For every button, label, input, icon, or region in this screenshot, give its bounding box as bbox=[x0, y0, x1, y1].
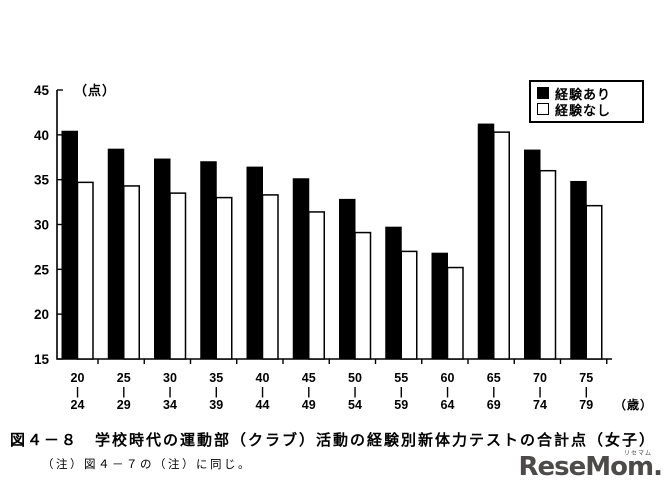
x-axis-label-dash: | bbox=[446, 386, 449, 398]
resemom-watermark-logo: リセマム ReseMom. bbox=[518, 451, 663, 482]
x-axis-label-dash: | bbox=[492, 386, 495, 398]
x-axis-label-dash: | bbox=[168, 386, 171, 398]
x-axis-label-dash: | bbox=[585, 386, 588, 398]
y-axis-tick-label: 30 bbox=[34, 218, 49, 233]
bar-experience-yes-50-54 bbox=[339, 198, 356, 360]
x-axis-label-dash: | bbox=[215, 386, 218, 398]
bar-experience-yes-45-49 bbox=[292, 178, 310, 360]
y-axis-tick-label: 25 bbox=[34, 262, 50, 277]
y-axis-unit-label: （点） bbox=[74, 83, 116, 98]
y-axis-tick-label: 35 bbox=[34, 173, 50, 188]
bar-experience-no-70-74 bbox=[539, 169, 557, 360]
x-axis-label-from: 20 bbox=[71, 371, 85, 385]
x-axis-label-dash: | bbox=[353, 386, 356, 398]
x-axis-label-from: 50 bbox=[348, 371, 362, 385]
x-axis-label-from: 35 bbox=[209, 371, 223, 385]
bar-experience-no-25-29 bbox=[123, 185, 140, 360]
bar-experience-yes-40-44 bbox=[246, 166, 263, 360]
bar-experience-no-55-59 bbox=[400, 250, 418, 360]
x-axis-label-dash: | bbox=[76, 386, 79, 398]
x-axis-label-to: 49 bbox=[302, 398, 316, 412]
figure-title: 図４－８ 学校時代の運動部（クラブ）活動の経験別新体力テストの合計点（女子） bbox=[10, 432, 657, 449]
x-axis-label-from: 65 bbox=[487, 371, 501, 385]
bar-experience-no-50-54 bbox=[354, 231, 372, 360]
bar-experience-yes-30-34 bbox=[154, 158, 171, 360]
x-axis-label-to: 29 bbox=[117, 398, 131, 412]
chart-legend: 経験あり 経験なし bbox=[529, 80, 644, 123]
bar-experience-no-20-24 bbox=[76, 181, 94, 360]
x-axis-label-from: 30 bbox=[163, 371, 177, 385]
x-axis-label-to: 79 bbox=[579, 398, 593, 412]
x-axis-label-from: 55 bbox=[394, 371, 408, 385]
logo-text: ReseMom. bbox=[518, 452, 663, 482]
bar-experience-yes-75-79 bbox=[570, 180, 587, 360]
x-axis-label-dash: | bbox=[307, 386, 310, 398]
bar-experience-yes-65-69 bbox=[477, 123, 495, 360]
figure-note: （注）図４－７の（注）に同じ。 bbox=[42, 459, 252, 471]
bar-experience-no-60-64 bbox=[446, 266, 464, 360]
bar-experience-yes-20-24 bbox=[61, 130, 78, 360]
bar-experience-yes-35-39 bbox=[200, 161, 217, 360]
x-axis-label-to: 39 bbox=[209, 398, 223, 412]
x-axis-label-to: 24 bbox=[71, 398, 85, 412]
x-axis-label-dash: | bbox=[122, 386, 125, 398]
open-square-icon bbox=[537, 103, 549, 115]
x-axis-label-from: 70 bbox=[533, 371, 547, 385]
x-axis-label-from: 40 bbox=[256, 371, 270, 385]
bar-experience-no-40-44 bbox=[261, 194, 279, 360]
x-axis-unit-label: （歳） bbox=[614, 397, 653, 412]
legend-label: 経験なし bbox=[555, 102, 612, 118]
x-axis-label-dash: | bbox=[400, 386, 403, 398]
x-axis-label-dash: | bbox=[538, 386, 541, 398]
x-axis-label-to: 59 bbox=[394, 398, 408, 412]
bar-experience-no-45-49 bbox=[308, 211, 325, 360]
y-axis-tick-label: 20 bbox=[34, 307, 49, 322]
x-axis-label-to: 64 bbox=[441, 398, 455, 412]
filled-square-icon bbox=[537, 87, 549, 99]
logo-ruby-text: リセマム bbox=[623, 451, 652, 457]
bar-experience-no-75-79 bbox=[585, 204, 603, 360]
x-axis-label-to: 74 bbox=[533, 398, 547, 412]
x-axis-label-to: 69 bbox=[487, 398, 501, 412]
legend-item-experience-yes: 経験あり bbox=[537, 85, 637, 102]
bar-experience-no-30-34 bbox=[169, 192, 187, 360]
bar-experience-yes-60-64 bbox=[431, 252, 448, 360]
bar-experience-yes-70-74 bbox=[524, 149, 541, 360]
x-axis-label-from: 25 bbox=[117, 371, 131, 385]
x-axis-label-to: 44 bbox=[256, 398, 270, 412]
legend-item-experience-no: 経験なし bbox=[537, 101, 637, 118]
bar-experience-yes-25-29 bbox=[107, 148, 125, 360]
x-axis-label-to: 54 bbox=[348, 398, 362, 412]
x-axis-label-from: 45 bbox=[302, 371, 316, 385]
bar-experience-yes-55-59 bbox=[385, 226, 402, 360]
x-axis-label-from: 60 bbox=[441, 371, 455, 385]
bar-experience-no-65-69 bbox=[493, 131, 510, 360]
x-axis-label-from: 75 bbox=[579, 371, 593, 385]
x-axis-label-dash: | bbox=[261, 386, 264, 398]
y-axis-tick-label: 15 bbox=[34, 352, 50, 367]
y-axis-tick-label: 45 bbox=[34, 83, 50, 98]
y-axis-tick-label: 40 bbox=[34, 128, 49, 143]
bar-experience-no-35-39 bbox=[215, 196, 233, 360]
x-axis-label-to: 34 bbox=[163, 398, 177, 412]
legend-label: 経験あり bbox=[555, 86, 612, 102]
